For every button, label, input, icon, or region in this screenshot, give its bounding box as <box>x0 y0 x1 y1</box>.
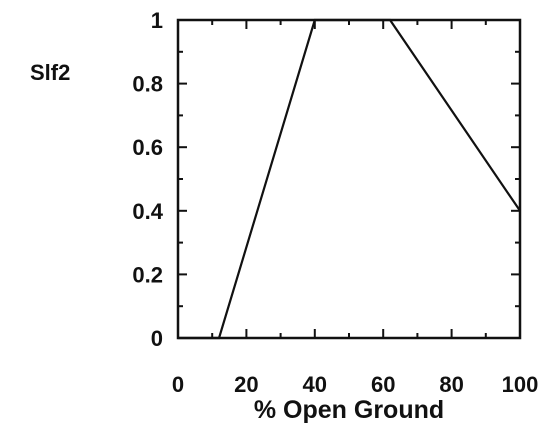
y-tick-label: 0 <box>151 326 163 351</box>
y-tick-label: 0.6 <box>132 135 163 160</box>
y-tick-label: 0.8 <box>132 72 163 97</box>
x-tick-label: 100 <box>502 372 539 397</box>
y-tick-labels: 0 0.2 0.4 0.6 0.8 1 <box>132 8 163 351</box>
x-axis-title: % Open Ground <box>254 396 444 424</box>
x-tick-label: 20 <box>234 372 258 397</box>
y-axis-label: Slf2 <box>30 60 70 85</box>
x-tick-labels: 0 20 40 60 80 100 <box>172 372 538 397</box>
x-ticks <box>177 20 521 338</box>
series-line <box>178 18 521 340</box>
y-tick-label: 0.4 <box>132 199 163 224</box>
y-ticks <box>178 19 520 339</box>
plot-frame <box>176 18 522 340</box>
x-tick-label: 80 <box>439 372 463 397</box>
y-tick-label: 1 <box>151 8 163 33</box>
x-tick-label: 0 <box>172 372 184 397</box>
y-tick-label: 0.2 <box>132 262 163 287</box>
series-group <box>178 18 521 340</box>
x-tick-label: 60 <box>371 372 395 397</box>
x-tick-label: 40 <box>303 372 327 397</box>
